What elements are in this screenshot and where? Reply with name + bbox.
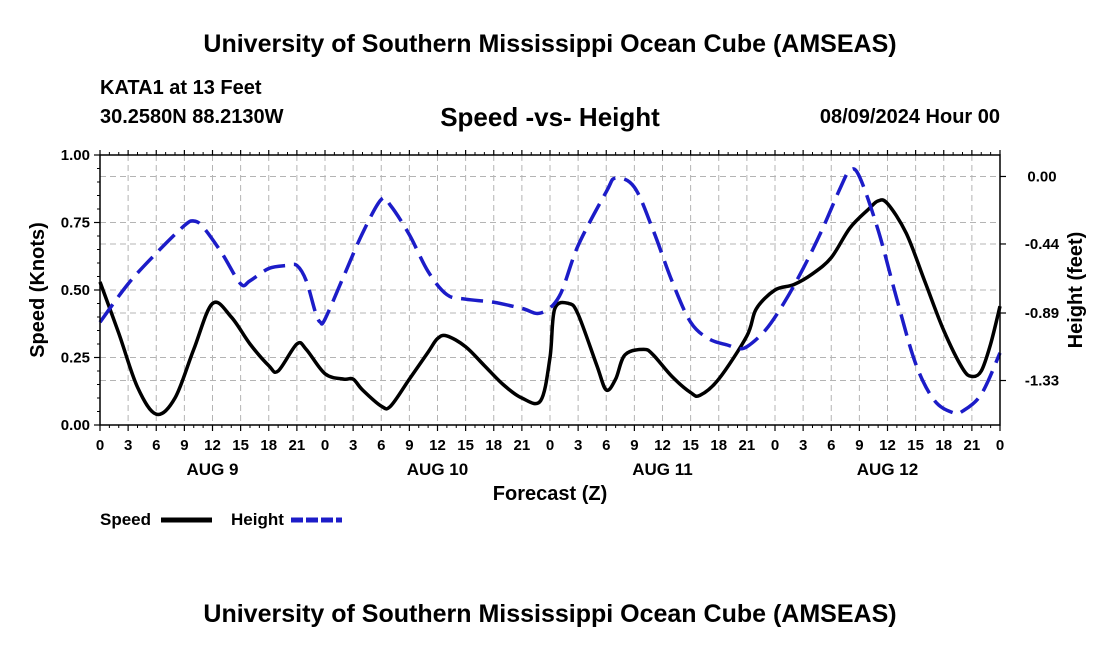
x-tick-label: 18 [935, 437, 952, 454]
x-tick-label: 3 [799, 437, 807, 454]
series-line-height [98, 167, 1002, 416]
x-tick-label: 9 [180, 437, 188, 454]
x-tick-label: 15 [682, 437, 699, 454]
y-axis-label-right: Height (feet) [1065, 232, 1087, 349]
x-tick-label: 12 [879, 437, 896, 454]
y-left-tick-label: 0.75 [61, 215, 90, 232]
legend-speed-label: Speed [100, 510, 151, 529]
axes: 0 3 6 9 12 15 18 21 0 3 6 9 12 15 18 21 0 3 6 9 12 15 18 21 0 3 6 9… [61, 147, 1060, 479]
y-right-tick-label: 0.00 [1027, 168, 1056, 185]
x-tick-label: 3 [349, 437, 357, 454]
y-right-tick-label: -0.89 [1025, 305, 1059, 322]
x-tick-label: 15 [232, 437, 249, 454]
station-coordinates: 30.2580N 88.2130W [100, 106, 284, 128]
chart-title: Speed -vs- Height [440, 102, 660, 132]
y-left-tick-label: 0.50 [61, 282, 90, 299]
x-tick-label: 0 [96, 437, 104, 454]
main-title: University of Southern Mississippi Ocean… [203, 30, 897, 58]
y-right-tick-label: -0.44 [1025, 236, 1060, 253]
speed-height-chart: 0 3 6 9 12 15 18 21 0 3 6 9 12 15 18 21 0 3 6 9 12 15 18 21 0 3 6 9… [27, 147, 1087, 529]
x-tick-label: 9 [405, 437, 413, 454]
x-tick-label: 6 [152, 437, 160, 454]
x-tick-label: 3 [124, 437, 132, 454]
day-label: AUG 9 [187, 460, 239, 479]
x-tick-label: 9 [630, 437, 638, 454]
x-tick-label: 18 [260, 437, 277, 454]
grid [100, 155, 1000, 425]
y-axis-label-left: Speed (Knots) [27, 222, 49, 358]
day-label: AUG 10 [407, 460, 468, 479]
station-name: KATA1 at 13 Feet [100, 77, 262, 99]
x-tick-label: 12 [429, 437, 446, 454]
legend: Speed Height [100, 510, 342, 529]
x-tick-label: 15 [457, 437, 474, 454]
y-left-tick-label: 1.00 [61, 147, 90, 164]
x-tick-label: 3 [574, 437, 582, 454]
x-tick-label: 0 [321, 437, 329, 454]
x-tick-label: 21 [964, 437, 981, 454]
x-tick-label: 6 [827, 437, 835, 454]
day-label: AUG 12 [857, 460, 918, 479]
day-label: AUG 11 [632, 460, 692, 479]
series-lines [98, 167, 1002, 417]
x-tick-label: 18 [710, 437, 727, 454]
x-axis-label: Forecast (Z) [493, 483, 607, 505]
x-tick-label: 21 [289, 437, 306, 454]
x-tick-label: 0 [546, 437, 554, 454]
y-right-tick-label: -1.33 [1025, 373, 1059, 390]
legend-height-label: Height [231, 510, 284, 529]
y-left-tick-label: 0.25 [61, 350, 90, 367]
x-tick-label: 15 [907, 437, 924, 454]
x-tick-label: 6 [602, 437, 610, 454]
x-tick-label: 12 [204, 437, 221, 454]
x-tick-label: 21 [739, 437, 756, 454]
x-tick-label: 12 [654, 437, 671, 454]
x-tick-label: 6 [377, 437, 385, 454]
x-tick-label: 21 [514, 437, 531, 454]
forecast-run-time: 08/09/2024 Hour 00 [819, 106, 1000, 128]
x-tick-label: 9 [855, 437, 863, 454]
x-tick-label: 0 [996, 437, 1004, 454]
y-left-tick-label: 0.00 [61, 417, 90, 434]
x-tick-label: 0 [771, 437, 779, 454]
x-tick-label: 18 [485, 437, 502, 454]
footer-title: University of Southern Mississippi Ocean… [203, 600, 897, 628]
